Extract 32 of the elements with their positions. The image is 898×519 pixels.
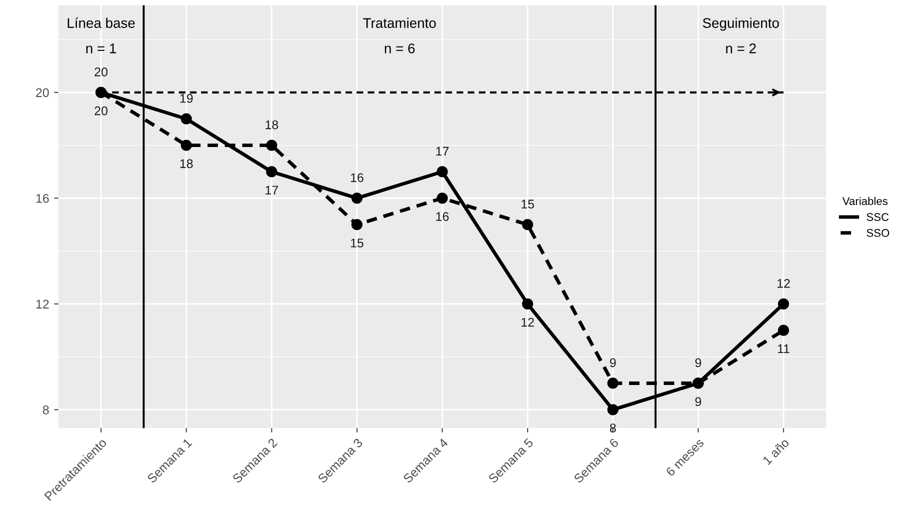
legend-label: SSO bbox=[866, 229, 890, 237]
data-label: 9 bbox=[695, 358, 702, 368]
y-tick-label: 8 bbox=[42, 405, 49, 414]
data-label: 16 bbox=[436, 212, 449, 221]
data-label: 17 bbox=[436, 146, 449, 156]
annotation: n = 2 bbox=[726, 43, 756, 54]
data-label: 20 bbox=[94, 67, 108, 76]
data-label: 19 bbox=[180, 94, 193, 103]
legend-title: Variables bbox=[842, 196, 888, 206]
data-label: 20 bbox=[94, 106, 108, 116]
data-label: 9 bbox=[695, 397, 702, 406]
annotation: n = 6 bbox=[384, 43, 415, 54]
annotation: n = 1 bbox=[86, 44, 116, 54]
data-label: 12 bbox=[778, 278, 790, 288]
y-tick-label: 12 bbox=[36, 300, 49, 308]
x-tick-label: 1 año bbox=[762, 438, 790, 466]
data-label: 18 bbox=[180, 159, 193, 168]
data-label: 17 bbox=[266, 186, 278, 194]
annotation: Tratamiento bbox=[363, 18, 436, 28]
y-tick-label: 20 bbox=[36, 88, 49, 98]
legend-label: SSC bbox=[866, 213, 889, 221]
data-label: 8 bbox=[610, 424, 616, 432]
y-tick-label: 16 bbox=[36, 194, 49, 203]
data-label: 15 bbox=[522, 200, 534, 209]
annotation: Seguimiento bbox=[702, 18, 779, 31]
data-label: 11 bbox=[778, 344, 790, 354]
annotation: Línea base bbox=[68, 18, 135, 28]
data-label: 18 bbox=[266, 120, 278, 130]
data-label: 9 bbox=[610, 358, 616, 368]
data-label: 15 bbox=[350, 238, 364, 248]
data-label: 12 bbox=[522, 318, 534, 327]
data-label: 16 bbox=[350, 173, 364, 182]
